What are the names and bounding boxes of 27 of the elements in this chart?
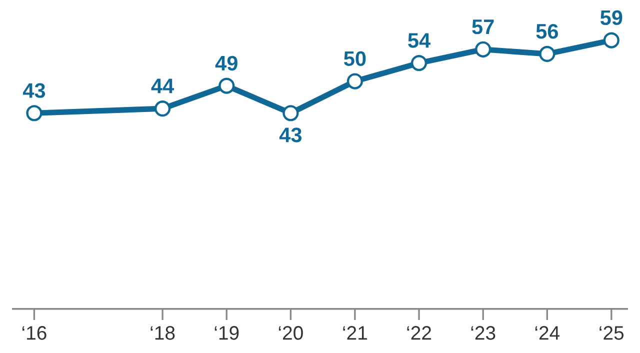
point bbox=[154, 100, 171, 117]
point bbox=[218, 78, 235, 94]
x-tick-label: ‘16 bbox=[22, 326, 46, 340]
point bbox=[26, 105, 42, 122]
point bbox=[475, 41, 492, 58]
data-label: 43 bbox=[279, 128, 302, 142]
x-tick-label: ‘24 bbox=[535, 326, 560, 340]
x-tick-label: ‘18 bbox=[150, 326, 175, 340]
data-label: 44 bbox=[151, 78, 174, 94]
data-label: 43 bbox=[22, 83, 46, 98]
data-label: 56 bbox=[536, 24, 558, 39]
x-tick-label: ‘23 bbox=[471, 326, 496, 340]
data-label: 50 bbox=[344, 51, 366, 66]
data-label: 49 bbox=[215, 56, 238, 71]
point bbox=[539, 46, 556, 62]
point bbox=[282, 105, 299, 122]
point bbox=[410, 54, 428, 72]
data-label: 54 bbox=[408, 33, 430, 48]
data-label: 59 bbox=[600, 10, 622, 26]
x-tick-label: ‘20 bbox=[278, 326, 303, 340]
point bbox=[603, 32, 620, 48]
data-label: 57 bbox=[472, 20, 494, 34]
point bbox=[346, 73, 363, 90]
x-tick-label: ‘25 bbox=[600, 326, 624, 340]
x-tick-label: ‘21 bbox=[343, 326, 367, 340]
x-tick-label: ‘19 bbox=[214, 326, 239, 340]
x-tick-label: ‘22 bbox=[407, 326, 432, 340]
